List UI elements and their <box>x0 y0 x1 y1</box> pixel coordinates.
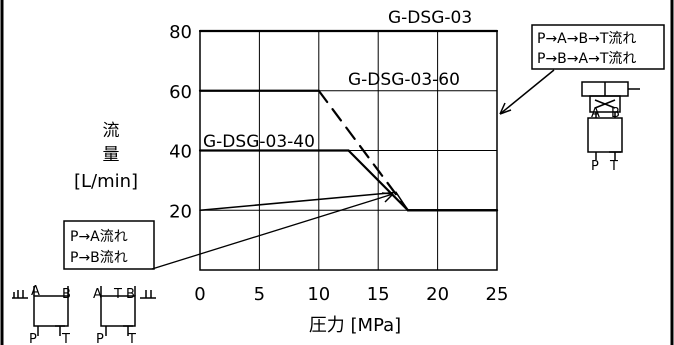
series-line-rise-seg-0 <box>199 191 397 211</box>
chart-tick-labels: 0 5 10 15 20 25 20 40 60 80 <box>169 22 508 305</box>
right-symbol-t: T <box>609 159 618 174</box>
left2-symbol-t: T <box>127 332 136 345</box>
y-tick-label-40: 40 <box>169 142 192 163</box>
left-valve-symbol-1 <box>12 286 69 336</box>
series-line-g-dsg-03-60-seg-1 <box>317 89 409 212</box>
series-label-g-dsg-03: G-DSG-03 <box>388 8 472 28</box>
x-tick-label-10: 10 <box>307 284 330 305</box>
x-tick-label-5: 5 <box>254 284 265 305</box>
left1-symbol-t: T <box>61 332 70 345</box>
left-flow-text-1: P→A流れ <box>70 229 128 245</box>
series-line-rise-seg-1 <box>395 191 409 211</box>
chart-series <box>198 29 499 212</box>
y-axis-label-line1: 流 <box>103 121 120 141</box>
x-tick-label-15: 15 <box>367 284 390 305</box>
left1-symbol-b: B <box>62 287 71 302</box>
series-line-g-dsg-03-40-seg-1 <box>347 149 409 212</box>
series-label-g-dsg-03-40: G-DSG-03-40 <box>203 132 315 152</box>
left1-symbol-p: P <box>29 332 37 345</box>
y-tick-label-20: 20 <box>169 201 192 222</box>
right-callout-line <box>499 69 555 115</box>
right-flow-box <box>531 24 665 70</box>
right-symbol-p: P <box>591 159 599 174</box>
left-callout-arrowhead <box>381 192 394 203</box>
x-tick-label-0: 0 <box>194 284 205 305</box>
right-symbol-a: A <box>591 106 600 121</box>
x-axis-label: 圧力 [MPa] <box>309 315 401 336</box>
x-tick-label-20: 20 <box>426 284 449 305</box>
y-axis-label-unit: [L/min] <box>74 171 138 192</box>
x-tick-label-25: 25 <box>486 284 509 305</box>
right-flow-text-1: P→A→B→T流れ <box>537 31 636 47</box>
series-label-g-dsg-03-60: G-DSG-03-60 <box>348 70 460 90</box>
right-symbol-b: B <box>611 106 620 121</box>
y-tick-label-60: 60 <box>169 82 192 103</box>
y-tick-label-80: 80 <box>169 22 192 43</box>
left-valve-symbol-2 <box>100 286 156 336</box>
y-axis-label-line2: 量 <box>103 145 120 165</box>
right-callout-arrowhead <box>499 102 512 115</box>
left-flow-text-2: P→B流れ <box>70 250 128 266</box>
left-flow-box <box>63 220 155 270</box>
left1-symbol-a: A <box>31 284 40 299</box>
right-valve-symbol <box>581 81 640 160</box>
left2-symbol-b: B <box>126 287 135 302</box>
left2-symbol-a: A <box>93 287 102 302</box>
right-flow-text-2: P→B→A→T流れ <box>537 51 636 67</box>
left2-symbol-t-top: T <box>113 287 122 302</box>
left2-symbol-p: P <box>96 332 104 345</box>
left-callout-line <box>151 193 394 270</box>
